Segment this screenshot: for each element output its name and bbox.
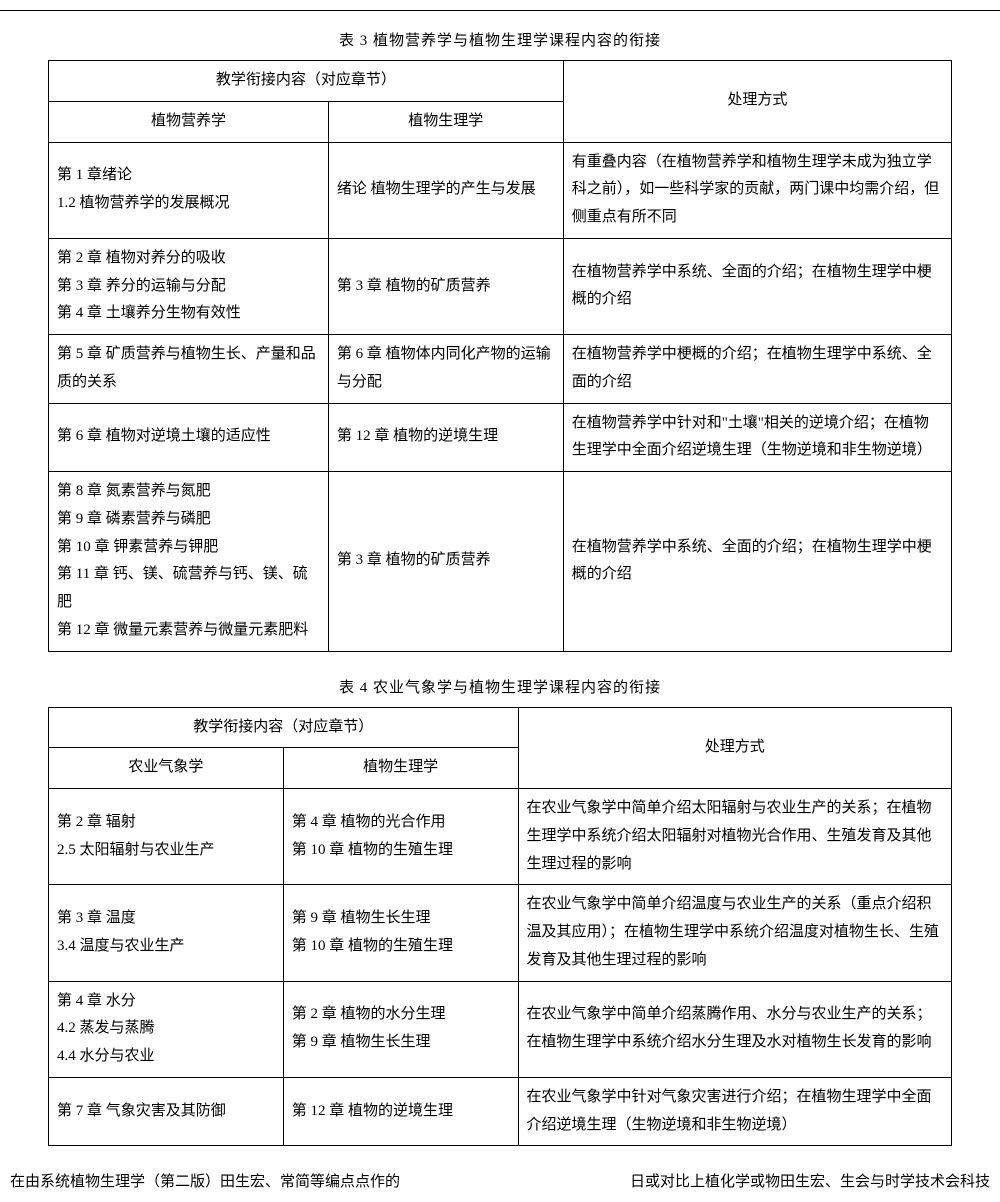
table-row: 第 2 章 植物对养分的吸收 第 3 章 养分的运输与分配 第 4 章 土壤养分… bbox=[49, 238, 952, 334]
table4-header-col2: 植物生理学 bbox=[283, 748, 518, 789]
table-cell: 在农业气象学中针对气象灾害进行介绍；在植物生理学中全面介绍逆境生理（生物逆境和非… bbox=[518, 1077, 951, 1146]
table-cell: 第 2 章 辐射 2.5 太阳辐射与农业生产 bbox=[49, 789, 284, 885]
table3-header-col2: 植物生理学 bbox=[328, 101, 563, 142]
table4-title: 表 4 农业气象学与植物生理学课程内容的衔接 bbox=[48, 676, 952, 697]
table-row: 第 5 章 矿质营养与植物生长、产量和品质的关系第 6 章 植物体内同化产物的运… bbox=[49, 335, 952, 404]
table4-header-col1: 农业气象学 bbox=[49, 748, 284, 789]
document-page: 表 3 植物营养学与植物生理学课程内容的衔接 教学衔接内容（对应章节） 处理方式… bbox=[0, 10, 1000, 1192]
table-cell: 第 9 章 植物生长生理 第 10 章 植物的生殖生理 bbox=[283, 885, 518, 981]
table4: 教学衔接内容（对应章节） 处理方式 农业气象学 植物生理学 第 2 章 辐射 2… bbox=[48, 707, 952, 1147]
table-cell: 第 3 章 温度 3.4 温度与农业生产 bbox=[49, 885, 284, 981]
table-cell: 绪论 植物生理学的产生与发展 bbox=[328, 142, 563, 238]
table-cell: 第 4 章 水分 4.2 蒸发与蒸腾 4.4 水分与农业 bbox=[49, 981, 284, 1077]
table-cell: 第 6 章 植物体内同化产物的运输与分配 bbox=[328, 335, 563, 404]
table3-header-col1: 植物营养学 bbox=[49, 101, 329, 142]
table-cell: 第 6 章 植物对逆境土壤的适应性 bbox=[49, 403, 329, 472]
table-row: 第 1 章绪论 1.2 植物营养学的发展概况绪论 植物生理学的产生与发展有重叠内… bbox=[49, 142, 952, 238]
table-cell: 在植物营养学中针对和"土壤"相关的逆境介绍；在植物生理学中全面介绍逆境生理（生物… bbox=[563, 403, 951, 472]
table-cell: 第 2 章 植物对养分的吸收 第 3 章 养分的运输与分配 第 4 章 土壤养分… bbox=[49, 238, 329, 334]
table-cell: 第 1 章绪论 1.2 植物营养学的发展概况 bbox=[49, 142, 329, 238]
table-cell: 第 2 章 植物的水分生理 第 9 章 植物生长生理 bbox=[283, 981, 518, 1077]
table-cell: 第 5 章 矿质营养与植物生长、产量和品质的关系 bbox=[49, 335, 329, 404]
table3-header-col3: 处理方式 bbox=[563, 61, 951, 143]
table-cell: 第 12 章 植物的逆境生理 bbox=[328, 403, 563, 472]
table-row: 第 6 章 植物对逆境土壤的适应性第 12 章 植物的逆境生理在植物营养学中针对… bbox=[49, 403, 952, 472]
table-cell: 第 8 章 氮素营养与氮肥 第 9 章 磷素营养与磷肥 第 10 章 钾素营养与… bbox=[49, 472, 329, 652]
table-row: 第 7 章 气象灾害及其防御第 12 章 植物的逆境生理在农业气象学中针对气象灾… bbox=[49, 1077, 952, 1146]
table3-title: 表 3 植物营养学与植物生理学课程内容的衔接 bbox=[48, 29, 952, 50]
table4-header-span: 教学衔接内容（对应章节） bbox=[49, 707, 519, 748]
table-cell: 第 3 章 植物的矿质营养 bbox=[328, 238, 563, 334]
table-cell: 在植物营养学中系统、全面的介绍；在植物生理学中梗概的介绍 bbox=[563, 472, 951, 652]
table-cell: 第 3 章 植物的矿质营养 bbox=[328, 472, 563, 652]
table3-header-row1: 教学衔接内容（对应章节） 处理方式 bbox=[49, 61, 952, 102]
table3-wrapper: 表 3 植物营养学与植物生理学课程内容的衔接 教学衔接内容（对应章节） 处理方式… bbox=[48, 29, 952, 652]
table-cell: 第 7 章 气象灾害及其防御 bbox=[49, 1077, 284, 1146]
table4-body: 第 2 章 辐射 2.5 太阳辐射与农业生产第 4 章 植物的光合作用 第 10… bbox=[49, 789, 952, 1146]
table4-header-col3: 处理方式 bbox=[518, 707, 951, 789]
table3: 教学衔接内容（对应章节） 处理方式 植物营养学 植物生理学 第 1 章绪论 1.… bbox=[48, 60, 952, 652]
table3-body: 第 1 章绪论 1.2 植物营养学的发展概况绪论 植物生理学的产生与发展有重叠内… bbox=[49, 142, 952, 651]
table3-header-span: 教学衔接内容（对应章节） bbox=[49, 61, 564, 102]
table-cell: 在植物营养学中梗概的介绍；在植物生理学中系统、全面的介绍 bbox=[563, 335, 951, 404]
table4-header-row1: 教学衔接内容（对应章节） 处理方式 bbox=[49, 707, 952, 748]
table-cell: 在植物营养学中系统、全面的介绍；在植物生理学中梗概的介绍 bbox=[563, 238, 951, 334]
table-row: 第 3 章 温度 3.4 温度与农业生产第 9 章 植物生长生理 第 10 章 … bbox=[49, 885, 952, 981]
table-cell: 在农业气象学中简单介绍太阳辐射与农业生产的关系；在植物生理学中系统介绍太阳辐射对… bbox=[518, 789, 951, 885]
table-cell: 在农业气象学中简单介绍蒸腾作用、水分与农业生产的关系；在植物生理学中系统介绍水分… bbox=[518, 981, 951, 1077]
table-cell: 在农业气象学中简单介绍温度与农业生产的关系（重点介绍积温及其应用）；在植物生理学… bbox=[518, 885, 951, 981]
table-cell: 第 4 章 植物的光合作用 第 10 章 植物的生殖生理 bbox=[283, 789, 518, 885]
table-cell: 有重叠内容（在植物营养学和植物生理学未成为独立学科之前），如一些科学家的贡献，两… bbox=[563, 142, 951, 238]
bottom-text-left: 在由系统植物生理学（第二版）田生宏、常简等编点点作的 bbox=[10, 1170, 400, 1192]
table-row: 第 8 章 氮素营养与氮肥 第 9 章 磷素营养与磷肥 第 10 章 钾素营养与… bbox=[49, 472, 952, 652]
bottom-text-right: 日或对比上植化学或物田生宏、生会与时学技术会科技 bbox=[630, 1170, 990, 1192]
bottom-cutoff-text: 在由系统植物生理学（第二版）田生宏、常简等编点点作的 日或对比上植化学或物田生宏… bbox=[10, 1170, 990, 1192]
table-cell: 第 12 章 植物的逆境生理 bbox=[283, 1077, 518, 1146]
table-row: 第 2 章 辐射 2.5 太阳辐射与农业生产第 4 章 植物的光合作用 第 10… bbox=[49, 789, 952, 885]
table4-wrapper: 表 4 农业气象学与植物生理学课程内容的衔接 教学衔接内容（对应章节） 处理方式… bbox=[48, 676, 952, 1147]
table-row: 第 4 章 水分 4.2 蒸发与蒸腾 4.4 水分与农业第 2 章 植物的水分生… bbox=[49, 981, 952, 1077]
